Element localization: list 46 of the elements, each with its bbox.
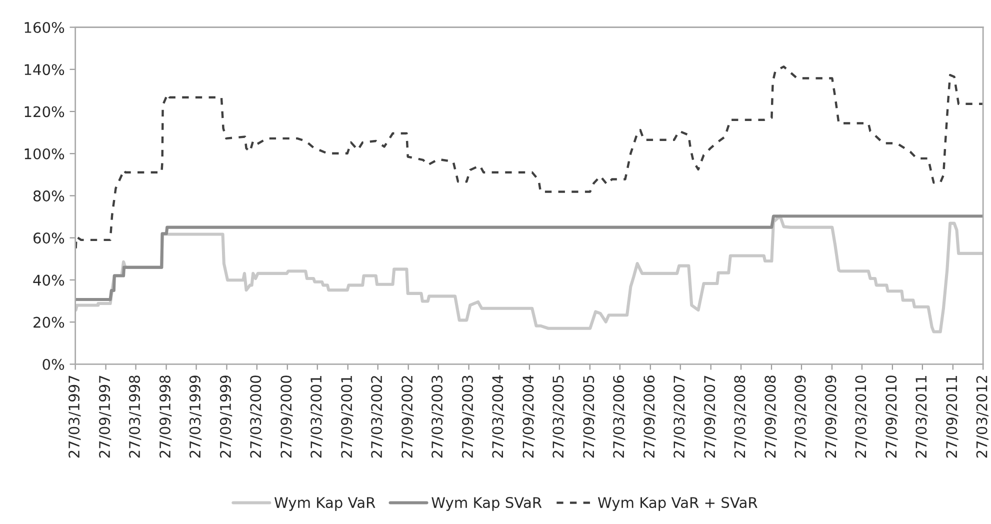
x-tick-label: 27/09/2000 [280, 376, 293, 458]
x-tick-label: 27/09/2004 [522, 375, 535, 458]
x-tick-label: 27/09/1997 [99, 376, 112, 458]
x-tick-label: 27/09/2002 [402, 376, 414, 458]
x-tick-label: 27/03/2001 [310, 376, 323, 458]
x-tick-label: 27/03/2010 [855, 376, 868, 458]
x-tick-label: 27/03/2004 [492, 375, 504, 458]
y-tick-label: 80% [33, 190, 64, 202]
x-tick-label: 27/03/2000 [250, 376, 262, 458]
x-tick-label: 27/03/2002 [371, 376, 384, 458]
x-tick-label: 27/09/2001 [341, 376, 354, 458]
y-tick-label: 160% [24, 22, 64, 33]
legend-label: Wym Kap VaR [274, 497, 376, 511]
x-tick-label: 27/09/2007 [704, 376, 716, 458]
y-tick-label: 140% [24, 64, 64, 76]
x-tick-label: 27/03/1997 [68, 376, 81, 458]
x-tick-label: 27/03/2003 [432, 376, 444, 458]
x-tick-label: 27/09/1999 [220, 376, 232, 458]
x-tick-label: 27/09/2005 [583, 376, 596, 458]
x-tick-label: 27/03/1999 [189, 376, 202, 458]
x-tick-label: 27/03/2008 [734, 376, 746, 458]
x-tick-label: 27/03/2012 [976, 376, 988, 458]
x-tick-label: 27/03/2005 [552, 376, 565, 458]
x-tick-label: 27/03/2006 [613, 376, 626, 458]
x-tick-label: 27/03/1998 [128, 376, 142, 458]
x-tick-label: 27/09/2010 [886, 376, 898, 458]
x-tick-label: 27/03/2011 [916, 376, 928, 458]
x-tick-label: 27/09/1998 [159, 376, 172, 458]
x-tick-label: 27/09/2003 [462, 376, 474, 458]
y-tick-label: 120% [24, 106, 64, 118]
x-tick-label: 27/03/2007 [674, 376, 686, 458]
y-tick-label: 40% [33, 274, 64, 286]
y-tick-label: 60% [34, 232, 64, 244]
line-series [75, 66, 984, 250]
x-tick-label: 27/09/2008 [764, 376, 777, 458]
y-tick-label: 100% [24, 148, 64, 160]
x-tick-label: 27/09/2006 [644, 376, 656, 458]
line-series [75, 214, 984, 302]
legend-label: Wym Kap SVaR [432, 497, 542, 511]
y-tick-label: 0% [42, 358, 64, 370]
x-tick-label: 27/09/2011 [946, 376, 958, 458]
x-tick-label: 27/03/2009 [794, 376, 807, 458]
x-tick-label: 27/09/2009 [825, 376, 838, 458]
line-series [75, 214, 984, 334]
legend-label: Wym Kap VaR + SVaR [598, 497, 758, 511]
y-tick-label: 20% [34, 316, 64, 328]
